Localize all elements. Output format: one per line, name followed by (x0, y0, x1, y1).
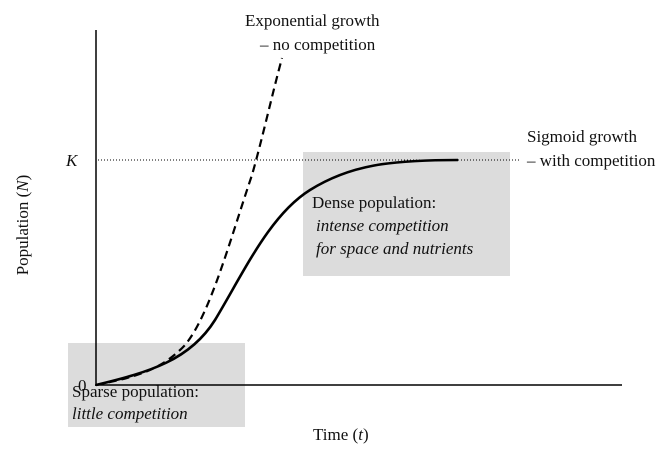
sigmoid-curve (95, 158, 459, 387)
dense-line: for space and nutrients (316, 239, 474, 258)
exponential-curve (95, 57, 284, 387)
k-label: K (65, 151, 79, 170)
sigmoid-label: Sigmoid growth (527, 127, 638, 146)
dense-title: Dense population: (312, 193, 436, 212)
sparse-title: Sparse population: (72, 382, 199, 401)
sigmoid-label: – with competition (526, 151, 656, 170)
exponential-label: – no competition (259, 35, 376, 54)
dense-box (303, 152, 510, 276)
exponential-label: Exponential growth (245, 11, 380, 30)
sparse-line: little competition (72, 404, 188, 423)
y-axis-label: Population (N) (13, 175, 32, 276)
zero-label: 0 (78, 376, 87, 395)
dense-line: intense competition (316, 216, 449, 235)
x-axis-label: Time (t) (313, 425, 369, 444)
